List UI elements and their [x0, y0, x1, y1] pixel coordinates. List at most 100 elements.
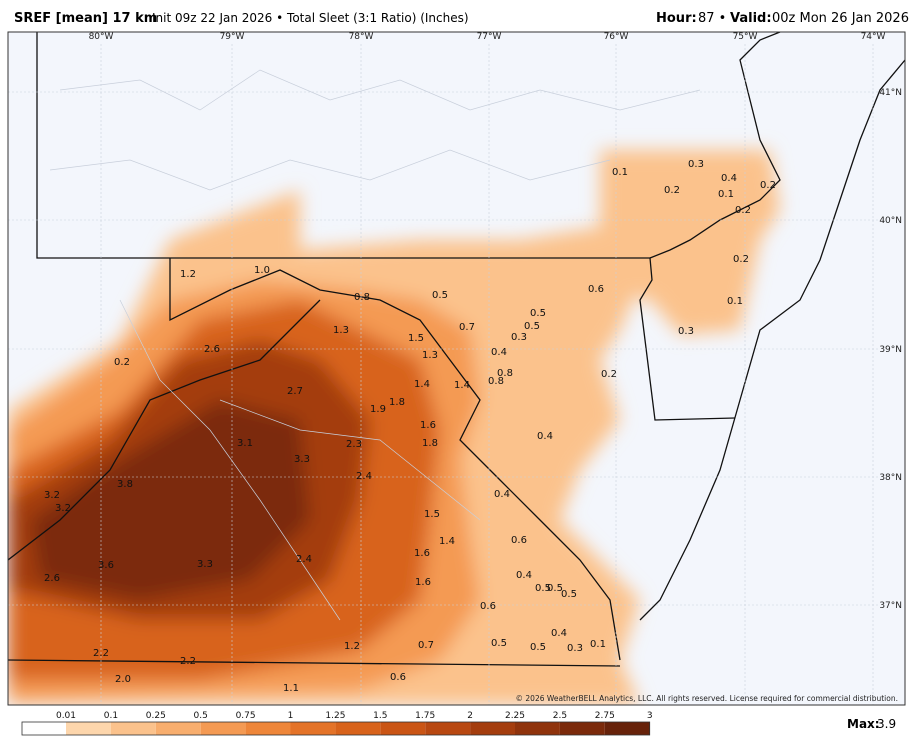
- value-label: 0.4: [551, 628, 567, 639]
- hour-value: 87 •: [698, 11, 726, 26]
- value-label: 0.1: [590, 639, 606, 650]
- value-label: 0.2: [664, 185, 680, 196]
- value-label: 3.3: [197, 559, 213, 570]
- colorbar-swatch: [470, 722, 515, 735]
- value-label: 0.7: [459, 322, 475, 333]
- colorbar-swatch: [245, 722, 291, 735]
- value-label: 0.3: [678, 326, 694, 337]
- copyright: © 2026 WeatherBELL Analytics, LLC. All r…: [516, 694, 898, 703]
- value-label: 1.6: [414, 548, 430, 559]
- value-label: 0.4: [494, 489, 510, 500]
- value-label: 0.4: [537, 431, 553, 442]
- value-label: 0.6: [480, 601, 496, 612]
- valid-label: Valid:: [730, 11, 772, 26]
- value-label: 1.9: [370, 404, 386, 415]
- value-label: 3.1: [237, 438, 253, 449]
- value-label: 0.8: [488, 376, 504, 387]
- value-label: 1.4: [439, 536, 455, 547]
- colorbar-swatch: [22, 722, 66, 735]
- colorbar-tick-label: 1: [288, 711, 294, 721]
- value-label: 0.2: [760, 180, 776, 191]
- colorbar-tick-label: 0.5: [194, 711, 208, 721]
- model-name: SREF [mean] 17 km: [14, 11, 157, 26]
- value-label: 1.6: [420, 420, 436, 431]
- value-label: 1.5: [424, 509, 440, 520]
- value-label: 2.7: [287, 386, 303, 397]
- colorbar-swatch: [155, 722, 201, 735]
- max-label: Max:: [847, 717, 880, 731]
- colorbar-tick-label: 1.75: [415, 711, 435, 721]
- value-label: 0.5: [561, 589, 577, 600]
- value-label: 2.4: [356, 471, 372, 482]
- value-label: 1.2: [344, 641, 360, 652]
- lat-label: 37°N: [879, 601, 902, 611]
- value-label: 3.2: [44, 490, 60, 501]
- colorbar-swatch: [559, 722, 605, 735]
- value-label: 1.4: [454, 380, 470, 391]
- colorbar-frame: [21, 721, 651, 736]
- lat-label: 38°N: [879, 473, 902, 483]
- colorbar-swatch: [515, 722, 560, 735]
- map-frame: [7, 31, 906, 706]
- value-label: 3.6: [98, 560, 114, 571]
- value-label: 2.2: [180, 656, 196, 667]
- colorbar-swatch: [290, 722, 336, 735]
- value-label: 0.2: [601, 369, 617, 380]
- value-label: 0.6: [511, 535, 527, 546]
- value-label: 1.8: [389, 397, 405, 408]
- value-label: 1.6: [415, 577, 431, 588]
- value-label: 0.3: [511, 332, 527, 343]
- colorbar-tick-label: 2.5: [553, 711, 567, 721]
- value-label: 0.4: [491, 347, 507, 358]
- value-label: 0.3: [567, 643, 583, 654]
- lon-label: 77°W: [477, 32, 502, 42]
- value-label: 0.5: [530, 642, 546, 653]
- value-label: 0.7: [418, 640, 434, 651]
- value-label: 0.1: [612, 167, 628, 178]
- colorbar-tick-label: 1.25: [325, 711, 345, 721]
- valid-value: 00z Mon 26 Jan 2026: [772, 11, 909, 26]
- value-label: 0.3: [688, 159, 704, 170]
- value-label: 0.5: [524, 321, 540, 332]
- colorbar-swatch: [110, 722, 156, 735]
- value-label: 1.3: [333, 325, 349, 336]
- value-label: 2.6: [44, 573, 60, 584]
- value-label: 1.4: [414, 379, 430, 390]
- value-label: 0.4: [516, 570, 532, 581]
- colorbar: 0.01 0.1 0.25 0.5 0.75 1 1.25 1.5 1.75 2 2.25 2.5 2.…: [21, 711, 653, 736]
- colorbar-tick-label: 2.75: [595, 711, 615, 721]
- value-label: 1.2: [180, 269, 196, 280]
- colorbar-swatch: [604, 722, 650, 735]
- map: 80°W 79°W 78°W 77°W 76°W 75°W 74°W 41°N 40°N 39°N…: [8, 32, 905, 705]
- value-label: 1.5: [408, 333, 424, 344]
- value-label: 1.1: [283, 683, 299, 694]
- lon-label: 78°W: [349, 32, 374, 42]
- lat-label: 41°N: [879, 88, 902, 98]
- value-label: 0.6: [588, 284, 604, 295]
- value-label: 1.3: [422, 350, 438, 361]
- value-label: 0.8: [354, 292, 370, 303]
- colorbar-tick-label: 2.25: [505, 711, 525, 721]
- value-label: 0.5: [547, 583, 563, 594]
- value-label: 0.2: [733, 254, 749, 265]
- value-label: 0.4: [721, 173, 737, 184]
- lon-label: 76°W: [604, 32, 629, 42]
- colorbar-swatch: [200, 722, 246, 735]
- max-value: 3.9: [877, 717, 896, 731]
- colorbar-swatch: [335, 722, 381, 735]
- value-label: 0.2: [735, 205, 751, 216]
- value-label: 3.2: [55, 503, 71, 514]
- value-label: 1.0: [254, 265, 270, 276]
- lon-label: 79°W: [220, 32, 245, 42]
- colorbar-tick-label: 2: [467, 711, 473, 721]
- value-label: 0.8: [497, 368, 513, 379]
- lon-label: 80°W: [89, 32, 114, 42]
- hour-label: Hour:: [656, 11, 697, 26]
- value-label: 3.3: [294, 454, 310, 465]
- colorbar-swatch: [66, 722, 111, 735]
- lon-label: 75°W: [733, 32, 758, 42]
- value-label: 0.6: [390, 672, 406, 683]
- value-label: 2.4: [296, 554, 312, 565]
- value-label: 0.2: [114, 357, 130, 368]
